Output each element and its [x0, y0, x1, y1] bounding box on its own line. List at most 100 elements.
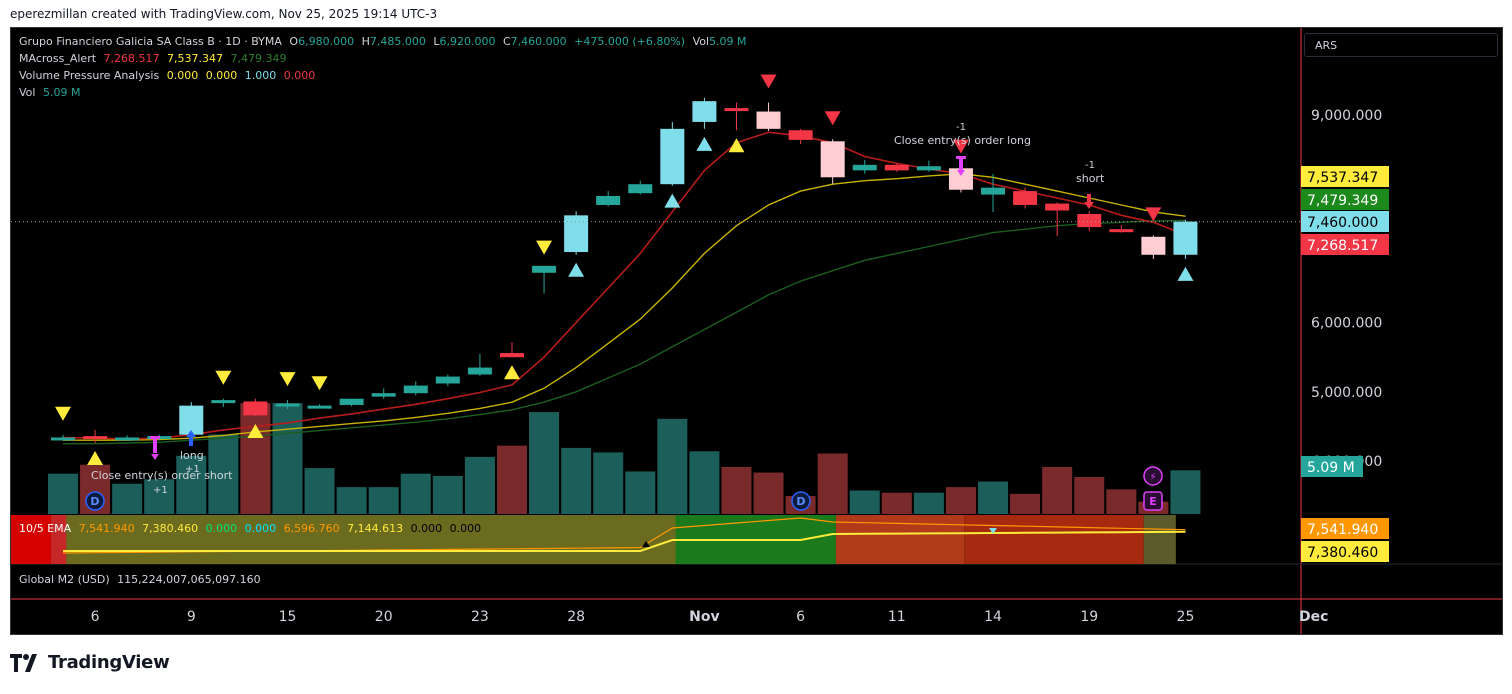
candle-body	[756, 111, 781, 129]
x-tick-label: 19	[1080, 609, 1098, 625]
ema-bg-segment	[66, 515, 708, 564]
candle	[564, 211, 589, 255]
y-tick-label: 6,000.000	[1311, 316, 1382, 332]
ma-fast-line	[62, 131, 1186, 440]
annotation-long: long	[180, 449, 204, 462]
candle-body	[820, 141, 845, 178]
price-axis-label-text: 7,460.000	[1307, 215, 1378, 231]
candle-body	[467, 367, 492, 375]
ema-legend-row: 10/5 EMA 7,541.940 7,380.460 0.000 0.000…	[19, 522, 485, 535]
ema-bg-segment	[11, 515, 51, 564]
candle	[724, 102, 749, 131]
candle	[83, 429, 108, 444]
candle	[628, 180, 653, 195]
candle-body	[275, 403, 300, 407]
ema-legend-name: 10/5 EMA	[19, 522, 72, 535]
x-tick-label: Dec	[1299, 609, 1328, 625]
x-tick-label: 15	[279, 609, 297, 625]
legend-l-label: L	[433, 35, 440, 48]
signal-marker	[536, 240, 553, 255]
signal-marker	[728, 138, 745, 153]
candle	[179, 402, 204, 437]
candle-body	[403, 385, 428, 394]
dividend-badge: D	[791, 491, 811, 511]
x-tick-label: 11	[888, 609, 906, 625]
candle-body	[435, 376, 460, 384]
ema-legend-v5: 6,596.760	[283, 522, 340, 535]
earnings-badge-label: E	[1149, 495, 1157, 508]
volume-bar	[240, 403, 271, 514]
chart-frame[interactable]: Close entry(s) order short +1 long +1 Close …	[10, 27, 1503, 635]
legend-vpa-name: Volume Pressure Analysis	[19, 69, 160, 82]
price-axis-label-bg	[1301, 234, 1389, 255]
m2-legend-name: Global M2 (USD)	[19, 573, 110, 586]
candle-body	[948, 168, 973, 190]
legend-vpa-row: Volume Pressure Analysis 0.000 0.000 1.0…	[19, 69, 319, 82]
volume-bar	[48, 473, 78, 514]
annotation-short: short	[1076, 172, 1105, 185]
x-tick-label: 23	[471, 609, 489, 625]
volume-bar	[368, 487, 399, 514]
volume-bar	[496, 445, 527, 514]
signal-marker	[568, 262, 585, 277]
ema-legend-v7: 0.000	[410, 522, 443, 535]
candle-body	[788, 130, 813, 140]
legend-ma-fast: 7,268.517	[103, 52, 160, 65]
close-entry-icon	[150, 436, 160, 460]
ema-axis-label-text: 7,380.460	[1307, 545, 1378, 561]
volume-axis-label-bg	[1301, 456, 1363, 477]
legend-vol2: 5.09 M	[42, 86, 81, 99]
signal-marker	[247, 424, 264, 439]
annotation-close-short: Close entry(s) order short	[91, 469, 233, 482]
candle-body	[884, 164, 909, 171]
volume-bar	[978, 481, 1009, 514]
ma-mid-line	[63, 173, 1186, 441]
candle-body	[596, 195, 621, 205]
candle-body	[1173, 221, 1198, 255]
legend-ma-name: MAcross_Alert	[19, 52, 97, 65]
candle-body	[532, 265, 557, 273]
signal-marker	[503, 365, 520, 380]
bolt-badge: ⚡	[1143, 466, 1163, 486]
ema-legend-v6: 7,144.613	[347, 522, 404, 535]
candle-body	[115, 437, 140, 441]
volume-bar	[176, 455, 207, 514]
candle	[1045, 202, 1070, 237]
signal-marker	[87, 451, 104, 466]
earnings-badge-box	[1143, 491, 1163, 511]
volume-bar	[625, 471, 656, 514]
candle-body	[692, 101, 717, 122]
dividend-badge: D	[85, 491, 105, 511]
legend-symbol-row: Grupo Financiero Galicia SA Class B · 1D…	[19, 35, 751, 48]
dividend-badge-circle	[85, 491, 105, 511]
x-tick-label: 14	[984, 609, 1002, 625]
x-tick-label: 20	[375, 609, 393, 625]
ema-bg-segment	[1143, 515, 1176, 564]
volume-bar	[144, 479, 175, 514]
x-tick-label: 28	[567, 609, 585, 625]
currency-selector[interactable]: ARS	[1304, 33, 1498, 57]
ema-axis-label: 7,380.460	[1301, 541, 1389, 562]
legend-vol: 5.09 M	[709, 35, 747, 48]
legend-vpa-2: 0.000	[205, 69, 238, 82]
y-tick-label: 9,000.000	[1311, 108, 1382, 124]
ema-axis-label-text: 7,541.940	[1307, 522, 1378, 538]
candle	[756, 102, 781, 131]
x-tick-label: 6	[91, 609, 100, 625]
signal-marker	[952, 139, 969, 154]
candle	[1109, 225, 1134, 233]
earnings-badge: E	[1143, 491, 1163, 511]
candle	[51, 434, 75, 441]
signal-marker	[1177, 266, 1194, 281]
volume-axis-label-text: 5.09 M	[1307, 460, 1355, 476]
tradingview-logo-icon	[10, 653, 37, 672]
chart-canvas[interactable]: Close entry(s) order short+1long+1Close …	[11, 28, 1502, 634]
candle	[243, 398, 268, 417]
legend-vpa-4: 0.000	[283, 69, 316, 82]
volume-bar	[657, 418, 688, 514]
candle	[211, 398, 236, 408]
bolt-icon: ⚡	[1149, 472, 1156, 483]
candle	[788, 128, 813, 145]
candle	[596, 191, 621, 207]
annotation-minus-one: -1	[956, 122, 966, 133]
